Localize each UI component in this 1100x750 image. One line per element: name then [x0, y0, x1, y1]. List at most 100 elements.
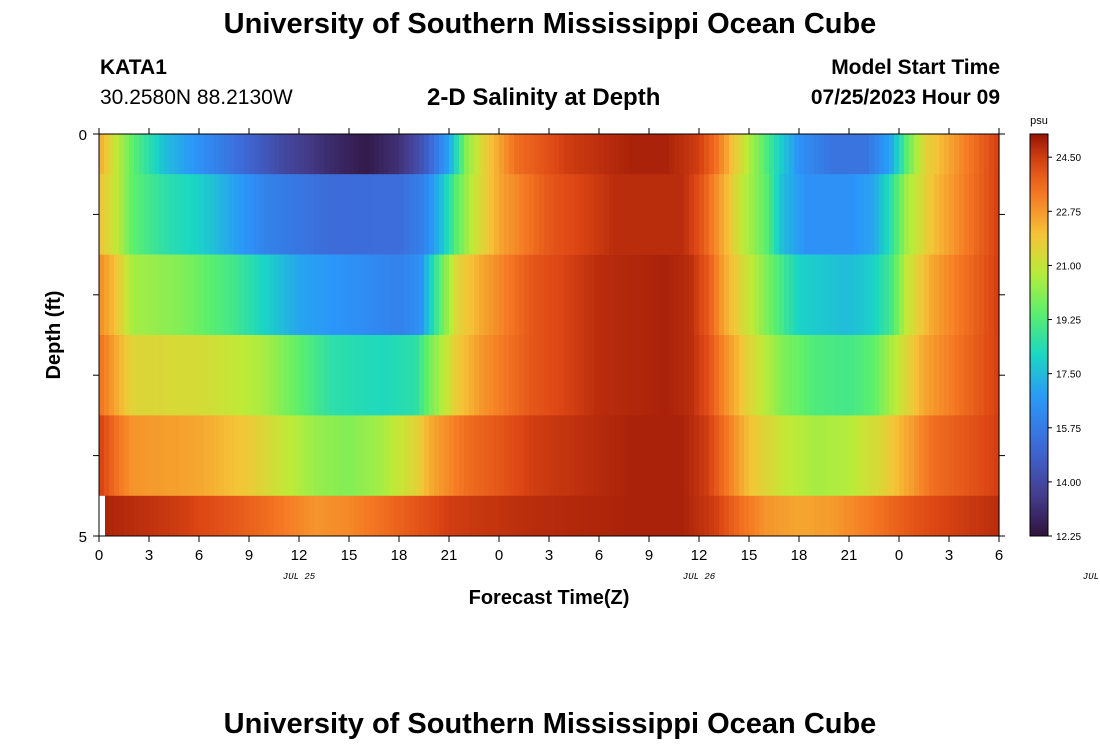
heat-cell [519, 134, 525, 175]
heat-cell [639, 415, 645, 497]
heat-cell [979, 134, 985, 175]
x-tick-label: 21 [441, 547, 458, 564]
heat-cell [789, 254, 795, 336]
heat-cell [779, 134, 785, 175]
heat-cell [909, 335, 915, 416]
heat-cell [849, 174, 855, 255]
heat-cell [569, 254, 575, 336]
heat-cell [914, 174, 920, 255]
heat-cell [444, 495, 450, 537]
heat-cell [784, 335, 790, 416]
heat-cell [264, 495, 270, 537]
heat-cell [259, 254, 265, 336]
heat-cell [729, 134, 735, 175]
heat-cell [754, 335, 760, 416]
colorbar: psu 24.50 22.75 21.00 19.25 17.50 15.75 14.00 1… [1029, 115, 1081, 543]
heat-cell [239, 335, 245, 416]
heat-cell [389, 335, 395, 416]
heat-cell [964, 415, 970, 497]
heat-cell [519, 254, 525, 336]
heat-cell [194, 174, 200, 255]
heat-cell [294, 134, 300, 175]
heat-cell [634, 254, 640, 336]
heat-cell [154, 254, 160, 336]
heat-cell [774, 254, 780, 336]
heat-cell [204, 174, 210, 255]
heat-cell [884, 134, 890, 175]
heat-cell [869, 415, 875, 497]
heat-cell [949, 174, 955, 255]
heat-cell [684, 134, 690, 175]
heat-cell [809, 335, 815, 416]
heat-cell [489, 254, 495, 336]
heat-cell [959, 254, 965, 336]
heat-cell [149, 134, 155, 175]
heat-cell [629, 174, 635, 255]
heat-cell [494, 254, 500, 336]
heat-cell [684, 335, 690, 416]
heat-cell [149, 415, 155, 497]
heat-cell [404, 134, 410, 175]
heat-cell [969, 174, 975, 255]
heat-cell [319, 174, 325, 255]
heat-cell [109, 495, 115, 537]
y-axis-label: Depth (ft) [43, 291, 65, 380]
heat-cell [224, 254, 230, 336]
heat-cell [589, 335, 595, 416]
heat-cell [644, 254, 650, 336]
heat-cell [169, 254, 175, 336]
heat-cell [749, 174, 755, 255]
heat-cell [594, 254, 600, 336]
heat-cell [584, 335, 590, 416]
heat-cell [399, 335, 405, 416]
heat-cell [269, 495, 275, 537]
heat-cell [384, 495, 390, 537]
heat-cell [689, 415, 695, 497]
heat-cell [554, 335, 560, 416]
heat-cell [834, 254, 840, 336]
heat-cell [244, 254, 250, 336]
heat-cell [839, 335, 845, 416]
heat-cell [504, 174, 510, 255]
heat-cell [139, 134, 145, 175]
heat-cell [494, 495, 500, 537]
heat-cell [114, 174, 120, 255]
heat-cell [119, 495, 125, 537]
heat-cell [969, 495, 975, 537]
heat-cell [134, 415, 140, 497]
heat-cell [704, 174, 710, 255]
x-axis-label: Forecast Time(Z) [469, 587, 630, 609]
heat-cell [534, 415, 540, 497]
heat-cell [624, 415, 630, 497]
heat-cell [764, 254, 770, 336]
heat-cell [889, 335, 895, 416]
heat-cell [989, 335, 995, 416]
heat-cell [919, 495, 925, 537]
heat-cell [734, 174, 740, 255]
heat-cell [269, 174, 275, 255]
heat-cell [439, 495, 445, 537]
heat-cell [349, 254, 355, 336]
heat-cell [549, 134, 555, 175]
heat-cell [299, 174, 305, 255]
heat-cell [364, 335, 370, 416]
heat-cell [424, 415, 430, 497]
x-tick-label: 6 [995, 547, 1003, 564]
heat-cell [909, 415, 915, 497]
heat-cell [609, 254, 615, 336]
heat-cell [759, 254, 765, 336]
heat-cell [639, 174, 645, 255]
heat-cell [764, 335, 770, 416]
heat-cell [189, 495, 195, 537]
heat-cell [669, 335, 675, 416]
main-title: University of Southern Mississippi Ocean… [223, 8, 877, 40]
heat-cell [224, 134, 230, 175]
heat-cell [934, 415, 940, 497]
heat-cell [974, 495, 980, 537]
heat-cell [814, 335, 820, 416]
heat-cell [989, 495, 995, 537]
heat-cell [794, 254, 800, 336]
heat-cell [434, 134, 440, 175]
heat-cell [369, 254, 375, 336]
heat-cell [319, 134, 325, 175]
